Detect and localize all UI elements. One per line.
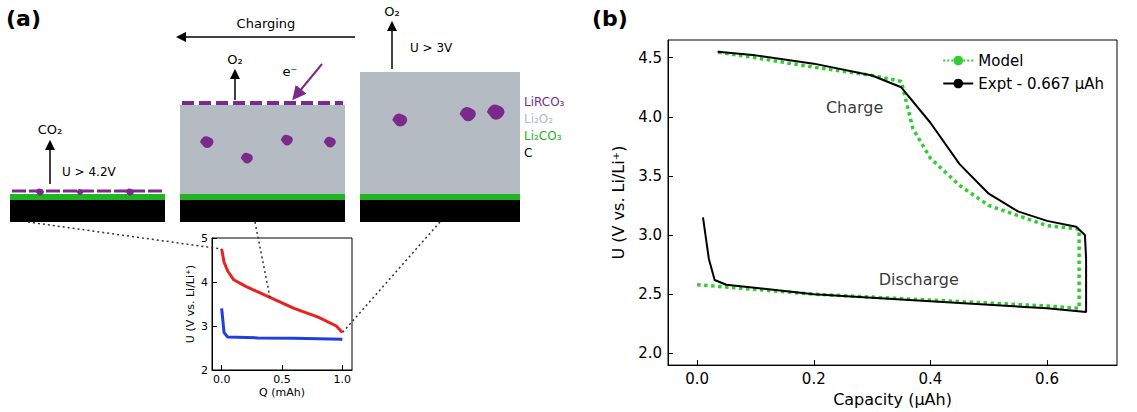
svg-text:4.0: 4.0	[638, 108, 662, 126]
svg-text:Discharge: Discharge	[879, 270, 959, 289]
svg-text:3: 3	[201, 320, 208, 333]
svg-text:Li₂CO₃: Li₂CO₃	[524, 129, 562, 143]
svg-text:3.5: 3.5	[638, 167, 662, 185]
svg-text:2.5: 2.5	[638, 285, 662, 303]
svg-text:1.0: 1.0	[334, 373, 352, 386]
svg-text:U > 3V: U > 3V	[410, 41, 453, 55]
svg-text:LiRCO₃: LiRCO₃	[524, 95, 565, 109]
svg-text:Q (mAh): Q (mAh)	[259, 386, 305, 399]
svg-text:4: 4	[201, 276, 208, 289]
svg-text:0.0: 0.0	[213, 373, 231, 386]
svg-text:0.2: 0.2	[802, 370, 826, 388]
svg-text:CO₂: CO₂	[38, 122, 63, 137]
svg-text:(b): (b)	[592, 6, 628, 31]
svg-text:0.0: 0.0	[685, 370, 709, 388]
svg-text:U > 4.2V: U > 4.2V	[62, 165, 117, 179]
svg-text:0.4: 0.4	[918, 370, 942, 388]
svg-text:Model: Model	[978, 52, 1023, 70]
svg-text:2.0: 2.0	[638, 344, 662, 362]
svg-text:U (V vs. Li/Li⁺): U (V vs. Li/Li⁺)	[184, 265, 197, 343]
svg-text:(a): (a)	[6, 6, 41, 31]
svg-text:Charge: Charge	[826, 98, 883, 117]
svg-text:U (V vs. Li/Li⁺): U (V vs. Li/Li⁺)	[609, 146, 628, 260]
svg-text:4.5: 4.5	[638, 49, 662, 67]
svg-text:e⁻: e⁻	[283, 64, 298, 79]
svg-text:0.6: 0.6	[1035, 370, 1059, 388]
svg-text:O₂: O₂	[227, 52, 242, 67]
svg-text:0.5: 0.5	[273, 373, 291, 386]
svg-text:O₂: O₂	[384, 4, 399, 19]
svg-text:Charging: Charging	[237, 16, 296, 31]
svg-text:2: 2	[201, 364, 208, 377]
svg-text:Li₂O₂: Li₂O₂	[524, 112, 553, 126]
svg-text:5: 5	[201, 232, 208, 245]
svg-text:Capacity (µAh): Capacity (µAh)	[833, 390, 952, 409]
svg-text:C: C	[524, 146, 532, 160]
svg-text:Expt - 0.667 µAh: Expt - 0.667 µAh	[978, 75, 1104, 93]
svg-text:3.0: 3.0	[638, 226, 662, 244]
